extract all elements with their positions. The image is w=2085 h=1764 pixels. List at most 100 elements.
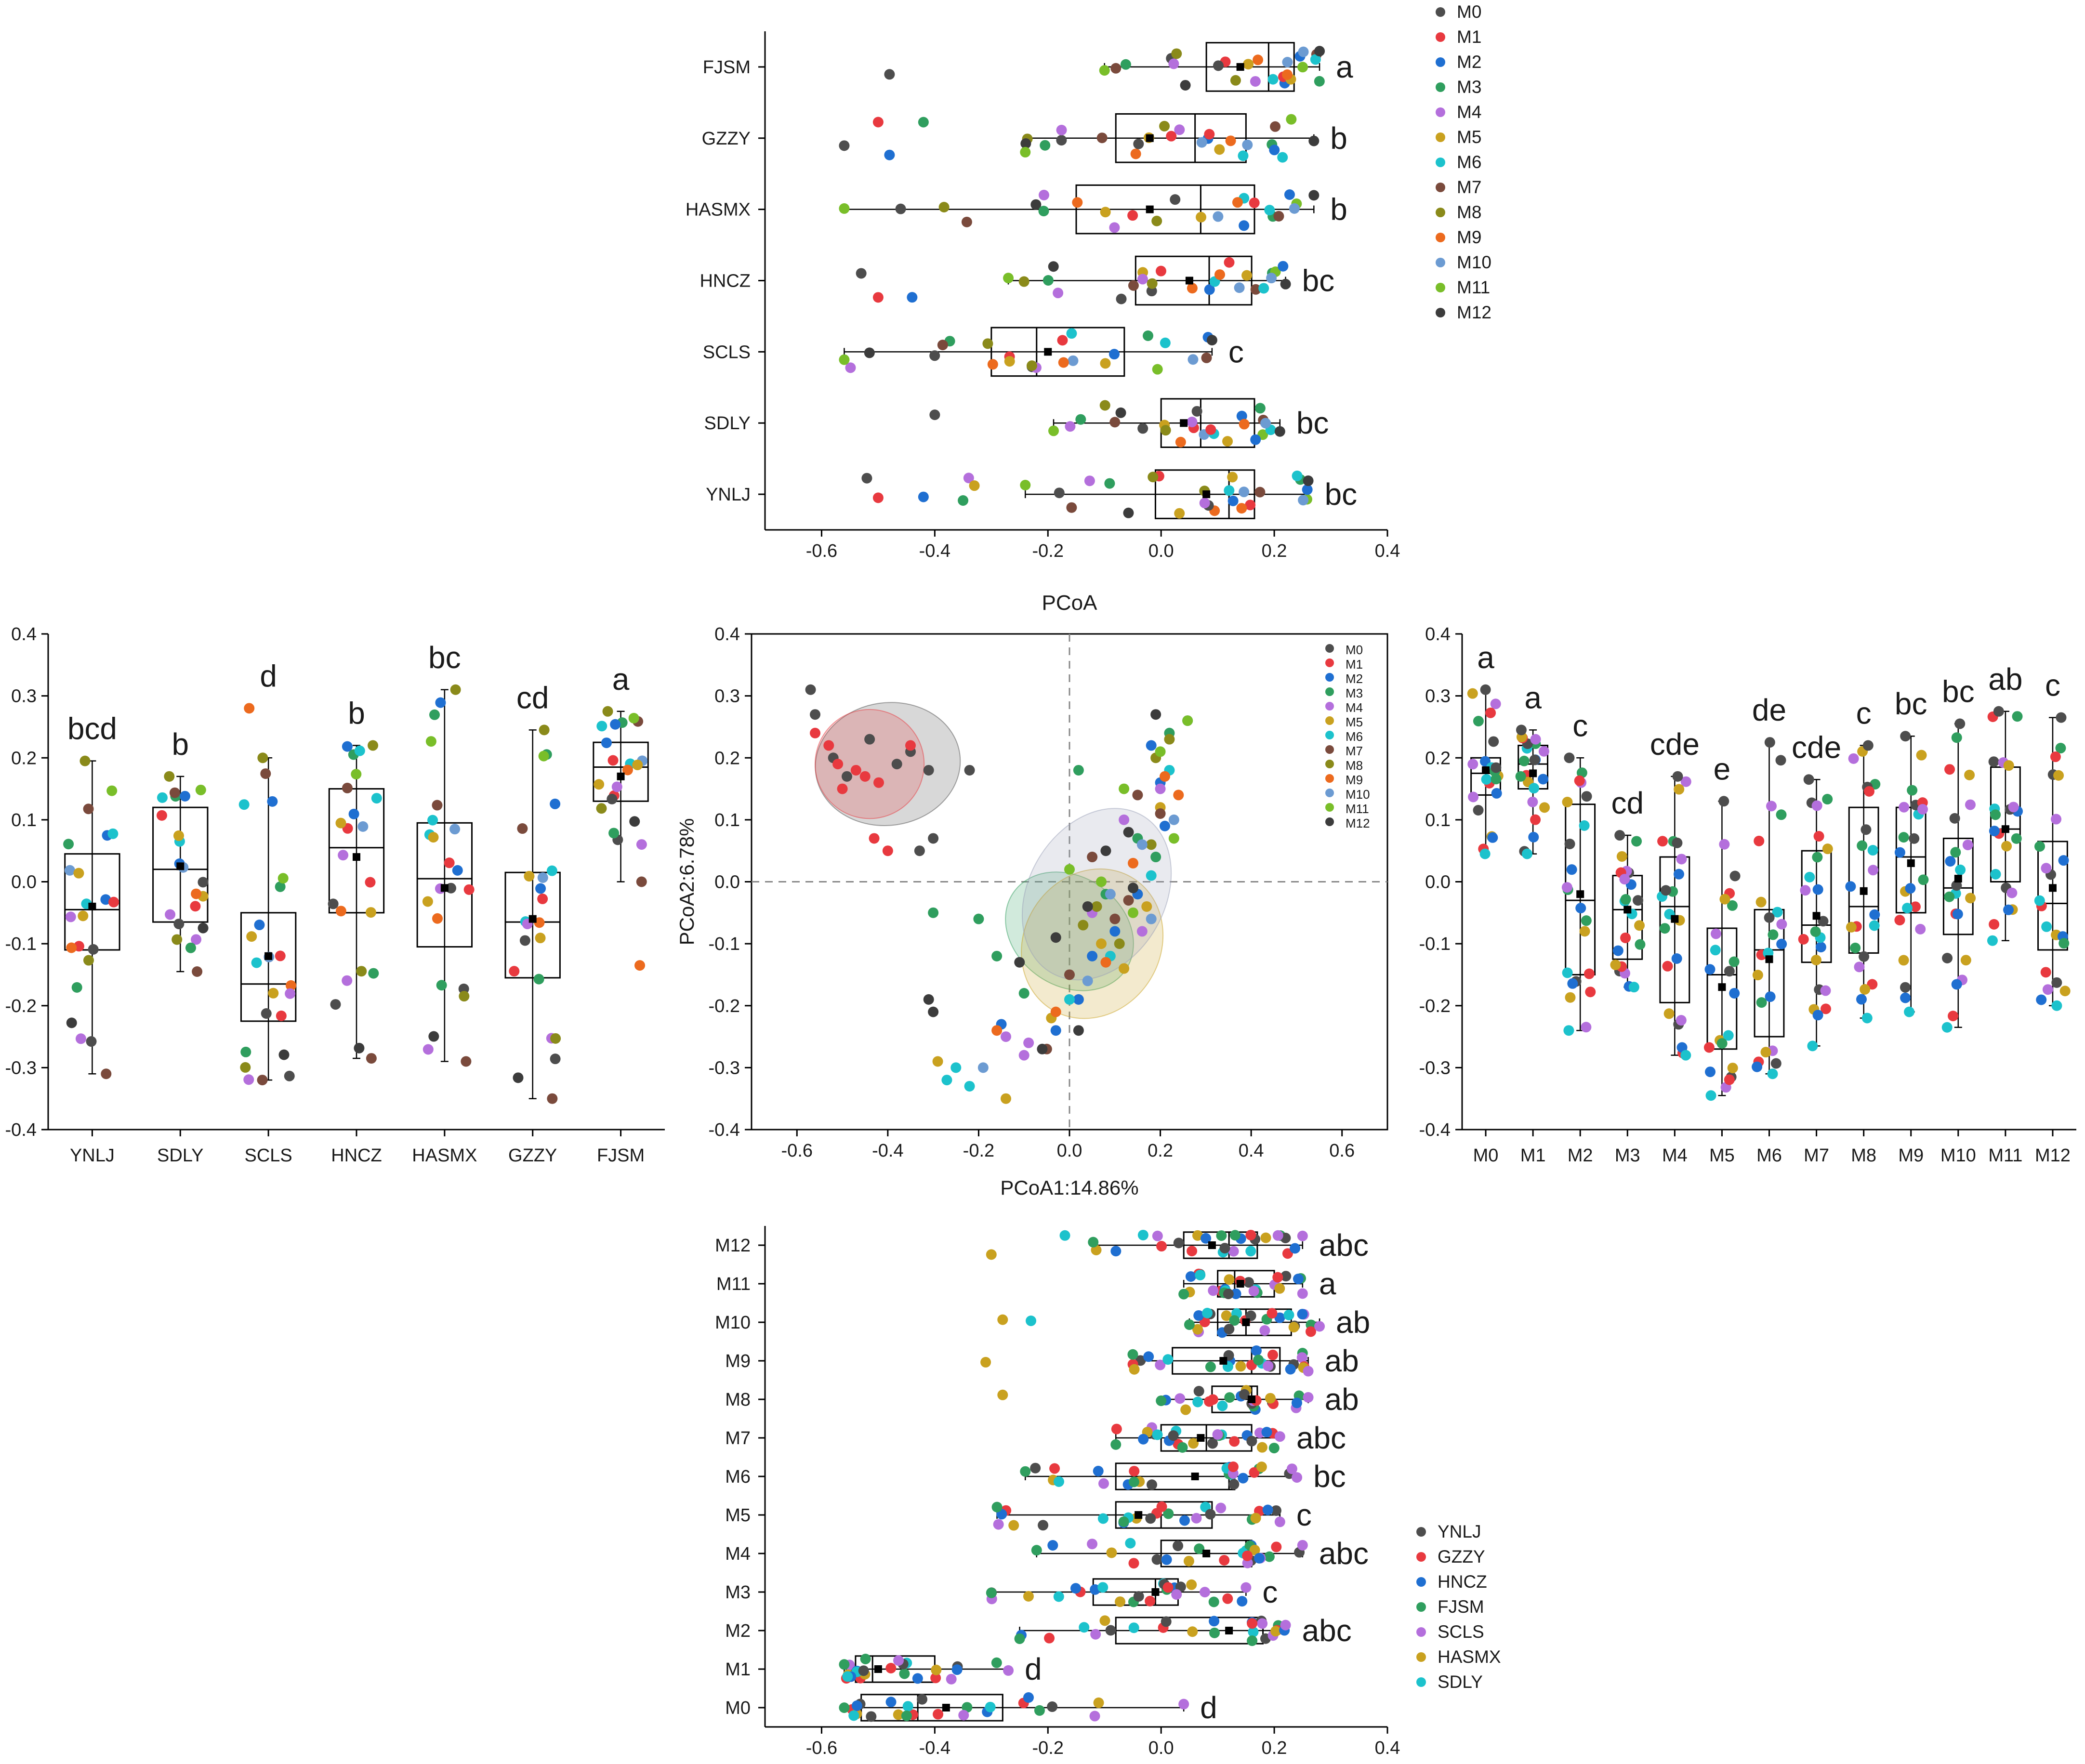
data-point [1152,364,1163,375]
data-point [1269,145,1280,156]
data-point [450,684,461,695]
mean-marker [2001,825,2009,833]
data-point [885,1697,897,1708]
data-point [1059,1230,1070,1241]
data-point [861,473,872,484]
scatter-point [1150,709,1161,720]
group-ellipse [1021,868,1164,1019]
mean-marker [1202,490,1211,499]
data-point [1065,421,1076,432]
significance-letter: bcd [67,711,117,746]
data-point [1196,211,1207,223]
data-point [1023,1692,1034,1703]
data-point [1245,1246,1256,1257]
data-point [1579,926,1590,937]
legend-label: M2 [1346,671,1363,686]
data-point [636,839,647,850]
y-tick-label: -0.4 [709,1120,740,1140]
data-point [1232,197,1243,208]
scatter-point [1114,938,1125,949]
scatter-point [1136,839,1148,850]
data-point [1298,46,1309,57]
data-point [1282,57,1293,68]
significance-letter: ab [1988,662,2022,697]
legend-marker [1325,644,1334,653]
x-tick-label: -0.4 [872,1141,903,1161]
scatter-point [1128,907,1138,918]
data-point [1066,328,1077,339]
data-point [1856,994,1867,1005]
data-point [1296,1352,1307,1363]
data-point [1297,62,1308,73]
data-point [284,1070,295,1081]
data-point [1250,1513,1261,1524]
data-point [1151,1554,1162,1565]
data-point [1178,1698,1189,1710]
data-point [963,473,974,484]
scatter-point [950,1062,962,1073]
data-point [929,409,940,421]
data-point [2001,841,2012,852]
data-point [1099,65,1110,76]
data-point [1138,1434,1149,1445]
data-point [1270,1505,1281,1516]
data-point [1274,1312,1285,1323]
data-point [1274,1283,1285,1294]
data-point [1162,1354,1174,1365]
scatter-point [923,994,934,1005]
data-point [899,1668,910,1679]
data-point [884,69,895,80]
data-point [356,966,367,977]
data-point [958,1710,969,1721]
data-point [1962,840,1973,851]
data-point [1776,809,1787,820]
data-point [285,988,296,999]
data-point [632,759,643,770]
scatter-point [823,740,834,751]
data-point [1752,1061,1763,1072]
data-point [1156,1241,1167,1252]
data-point [1673,869,1684,880]
data-point [366,1053,377,1064]
data-point [1672,837,1683,848]
data-point [2053,770,2064,781]
data-point [946,1673,957,1685]
data-point [596,721,607,732]
legend-label: M11 [1457,277,1490,297]
mean-marker [1907,859,1915,867]
y-tick-label: 0.4 [1425,624,1451,645]
scatter-point [1128,857,1138,869]
significance-letter: cde [1650,727,1700,762]
legend-marker [1416,1677,1426,1687]
data-point [1803,774,1814,785]
data-point [1228,1479,1240,1490]
data-point [1235,1361,1246,1372]
data-point [1040,140,1051,151]
data-point [1194,1543,1205,1554]
data-point [1987,935,1998,946]
legend-label: M4 [1346,700,1363,715]
data-point [1467,759,1478,770]
data-point [524,870,535,882]
data-point [278,1049,290,1060]
data-point [1204,284,1215,295]
category-label: SDLY [157,1145,203,1166]
data-point [156,810,167,821]
legend-marker [1436,7,1445,17]
data-point [1521,848,1532,859]
mean-marker [1151,1588,1160,1596]
x-tick-label: 0.0 [1148,1738,1174,1758]
data-point [1225,135,1236,146]
data-point [1993,706,2004,717]
scatter-point [923,764,934,776]
scatter-point [928,833,939,844]
data-point [997,1314,1008,1325]
category-label: M8 [725,1390,751,1410]
significance-letter: cd [516,680,549,715]
data-point [1170,194,1181,205]
scatter-point [1073,764,1084,776]
legend-marker [1416,1577,1426,1587]
scatter-point [1119,814,1130,825]
data-point [1256,1461,1267,1473]
data-point [277,873,289,884]
